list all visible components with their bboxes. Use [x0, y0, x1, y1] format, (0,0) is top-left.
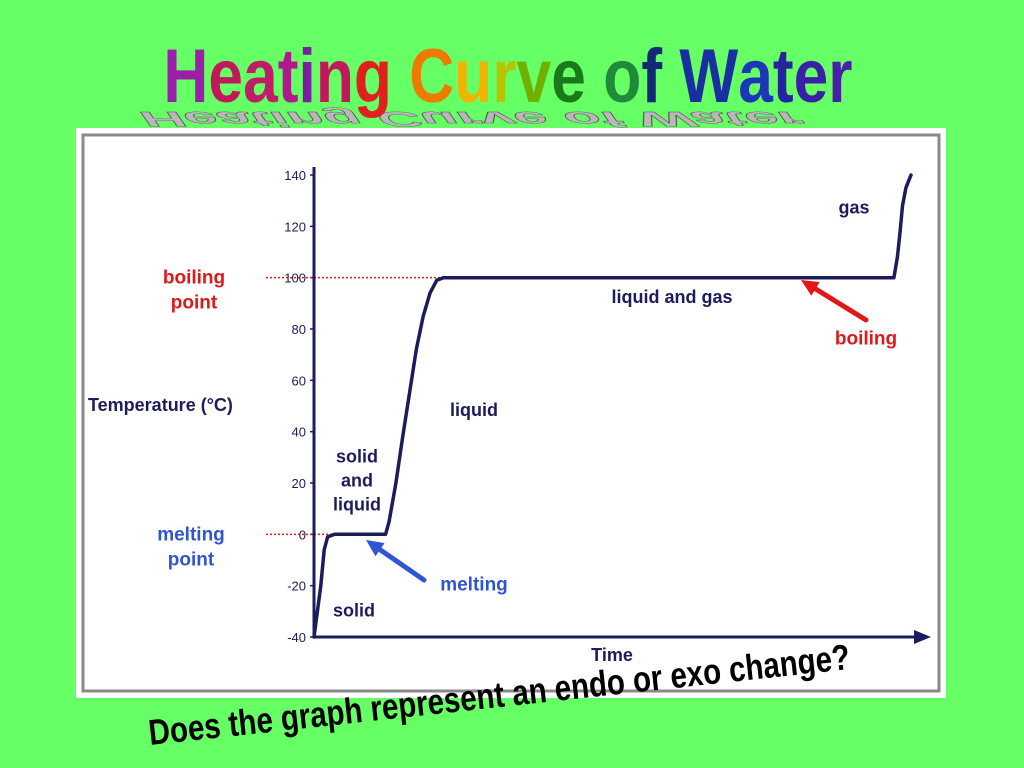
boiling-arrowhead	[801, 280, 820, 296]
title-letter: a	[243, 33, 279, 118]
heating-curve-chart: 140120100806040200-20-40 Temperature (°C…	[81, 133, 941, 693]
melting-arrow-shaft	[377, 547, 427, 583]
title-letter: r	[492, 33, 516, 118]
slide-title-text: Heating Curve of Water	[163, 33, 852, 118]
title-letter: a	[738, 33, 774, 118]
title-letter: H	[163, 33, 208, 118]
boiling-annotation-label: boiling	[835, 328, 897, 349]
reference-lines	[266, 276, 444, 536]
chart-panel: 140120100806040200-20-40 Temperature (°C…	[76, 128, 946, 698]
y-tick-label: -40	[287, 630, 306, 645]
title-letter: t	[773, 33, 794, 118]
title-letter: i	[299, 33, 316, 118]
y-tick-label: 40	[292, 425, 306, 440]
reference-label: boiling point	[163, 268, 225, 314]
title-letter: t	[278, 33, 299, 118]
title-letter: g	[354, 33, 392, 118]
region-label: liquid and gas	[611, 287, 732, 307]
reference-label: melting point	[157, 524, 225, 570]
title-letter: u	[454, 33, 492, 118]
axes	[312, 167, 931, 644]
curve-layer	[312, 173, 913, 639]
title-letter: o	[603, 33, 641, 118]
reference-labels: boiling point melting point	[157, 268, 225, 571]
title-letter: e	[208, 33, 243, 118]
y-tick-label: 20	[292, 476, 306, 491]
region-label: liquid	[450, 400, 498, 420]
chart-frame	[81, 133, 941, 693]
region-labels: solid solid and liquid liquid liquid and gas g…	[333, 197, 870, 620]
title-letter: e	[551, 33, 586, 118]
title-letter: C	[409, 33, 454, 118]
y-axis-ticks: 140120100806040200-20-40	[284, 168, 314, 645]
region-label: solid	[333, 600, 375, 620]
title-letter: v	[517, 33, 552, 118]
x-axis-arrowhead	[914, 630, 931, 644]
y-tick-label: -20	[287, 579, 306, 594]
title-letter: f	[641, 33, 663, 118]
melting-arrowhead	[366, 540, 385, 557]
y-axis-label: Temperature (°C)	[88, 395, 233, 415]
slide-title-reflection: Heating Curve of Water	[133, 107, 811, 130]
title-letter: n	[316, 33, 354, 118]
title-letter: e	[794, 33, 829, 118]
slide-title: Heating Curve of Water Heating Curve of …	[133, 33, 853, 130]
melting-annotation-label: melting	[440, 575, 508, 596]
region-label: solid and liquid	[333, 446, 381, 514]
y-tick-label: 140	[284, 168, 306, 183]
annotations: melting boiling	[366, 280, 897, 596]
y-tick-label: 80	[292, 322, 306, 337]
x-axis-label: Time	[591, 645, 633, 665]
y-tick-label: 120	[284, 219, 306, 234]
title-letter: W	[679, 33, 738, 118]
title-letter: r	[828, 33, 852, 118]
boiling-arrow-shaft	[812, 286, 869, 323]
question-text: Does the graph represent an endo or exo …	[146, 640, 851, 753]
region-label: gas	[838, 197, 869, 217]
question-banner: Does the graph represent an endo or exo …	[146, 640, 851, 753]
y-tick-label: 60	[292, 373, 306, 388]
heating-curve-line	[312, 173, 913, 639]
